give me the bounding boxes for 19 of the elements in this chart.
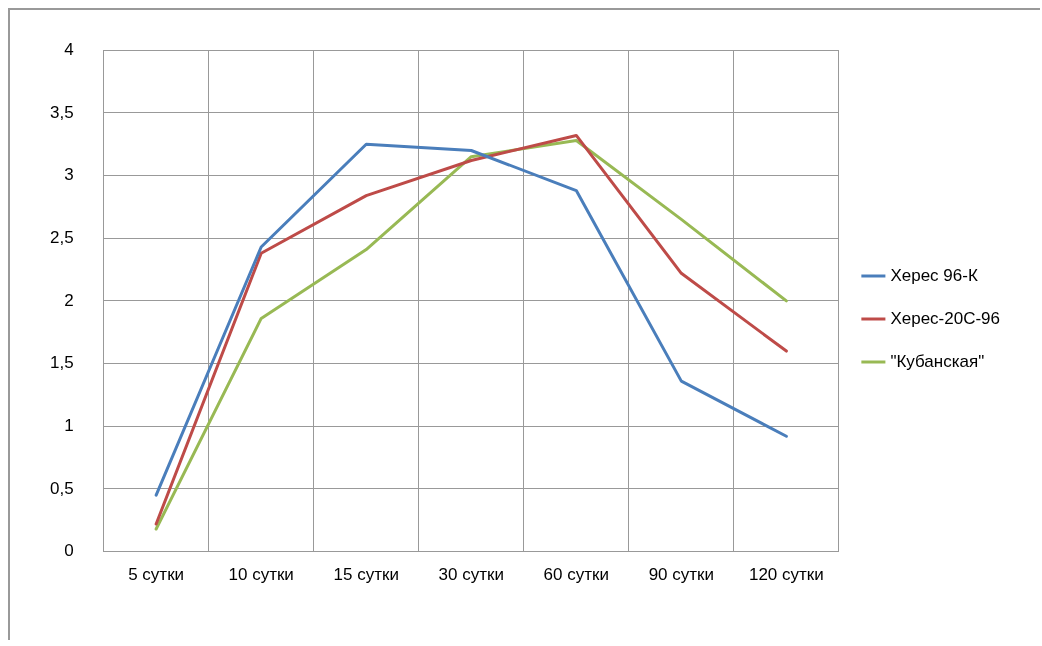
legend-label: Херес 96-К [890,265,978,285]
y-tick-label: 0,5 [49,478,74,498]
legend-label: Херес-20С-96 [890,308,1000,328]
x-tick-label: 10 сутки [228,565,294,585]
legend-label: "Кубанская" [890,351,985,371]
x-tick-label: 15 сутки [333,565,399,585]
y-tick-label: 0 [64,541,74,561]
y-tick-label: 3,5 [49,102,74,122]
x-tick-label: 120 сутки [748,565,824,585]
x-tick-label: 30 сутки [438,565,504,585]
y-tick-label: 1,5 [49,353,74,373]
y-tick-label: 2 [64,290,74,310]
y-tick-label: 3 [64,165,74,185]
y-tick-label: 1 [64,415,74,435]
x-tick-label: 5 сутки [128,565,185,585]
y-tick-label: 4 [64,39,74,59]
x-tick-label: 90 сутки [648,565,715,585]
x-tick-label: 60 сутки [543,565,609,585]
y-tick-label: 2,5 [49,227,74,247]
